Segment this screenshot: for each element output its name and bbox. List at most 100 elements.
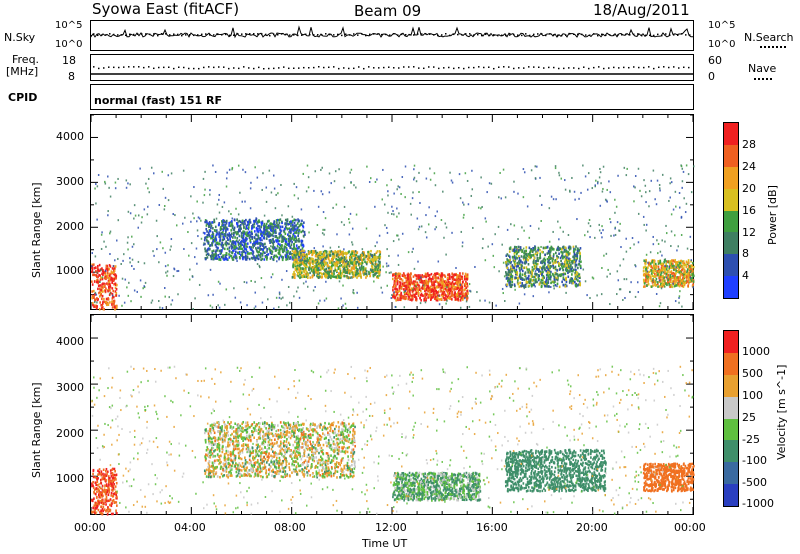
- station-title: Syowa East (fitACF): [92, 0, 240, 18]
- heatmap-cell: [445, 289, 448, 292]
- heatmap-cell: [550, 195, 553, 198]
- heatmap-cell: [242, 236, 245, 240]
- heatmap-cell: [442, 281, 445, 285]
- heatmap-cell: [211, 235, 214, 238]
- heatmap-cell: [429, 286, 432, 289]
- heatmap-cell: [407, 282, 410, 285]
- heatmap-cell: [530, 278, 532, 281]
- heatmap-cell: [113, 302, 115, 306]
- heatmap-cell: [297, 220, 300, 223]
- heatmap-cell: [281, 240, 283, 243]
- heatmap-cell: [511, 264, 514, 267]
- heatmap-cell: [231, 224, 234, 228]
- heatmap-cell: [241, 237, 244, 240]
- heatmap-cell: [512, 259, 515, 262]
- heatmap-cell: [319, 265, 322, 268]
- heatmap-cell: [353, 254, 355, 257]
- heatmap-cell: [377, 276, 380, 280]
- heatmap-cell: [115, 306, 118, 309]
- heatmap-cell: [294, 247, 297, 251]
- heatmap-cell: [397, 185, 399, 188]
- heatmap-cell: [260, 234, 263, 237]
- heatmap-cell: [462, 201, 464, 204]
- heatmap-cell: [288, 255, 290, 258]
- heatmap-cell: [454, 286, 456, 289]
- heatmap-cell: [294, 250, 296, 253]
- heatmap-cell: [365, 276, 367, 279]
- heatmap-cell: [229, 237, 231, 240]
- heatmap-cell: [91, 283, 94, 286]
- heatmap-cell: [283, 237, 286, 241]
- heatmap-cell: [257, 221, 259, 224]
- heatmap-cell: [215, 238, 218, 242]
- heatmap-cell: [528, 255, 530, 259]
- heatmap-cell: [289, 256, 292, 259]
- heatmap-cell: [578, 249, 581, 252]
- heatmap-cell: [300, 257, 302, 260]
- heatmap-cell: [655, 277, 658, 281]
- heatmap-cell: [692, 165, 695, 168]
- heatmap-cell: [317, 273, 320, 277]
- heatmap-cell: [450, 284, 453, 288]
- heatmap-cell: [292, 224, 294, 228]
- heatmap-cell: [153, 254, 155, 257]
- heatmap-cell: [297, 197, 299, 200]
- heatmap-cell: [285, 246, 288, 250]
- heatmap-cell: [438, 283, 440, 286]
- heatmap-cell: [296, 222, 299, 225]
- heatmap-cell: [456, 298, 459, 301]
- heatmap-cell: [400, 287, 403, 290]
- heatmap-cell: [253, 221, 256, 225]
- heatmap-cell: [287, 237, 290, 241]
- heatmap-cell: [565, 258, 568, 262]
- heatmap-cell: [455, 281, 458, 284]
- heatmap-cell: [400, 295, 403, 299]
- heatmap-cell: [252, 246, 254, 249]
- heatmap-cell: [409, 272, 412, 275]
- heatmap-cell: [544, 266, 546, 270]
- heatmap-cell: [563, 250, 566, 253]
- heatmap-cell: [291, 256, 294, 259]
- heatmap-cell: [108, 280, 111, 284]
- power-cb-tick-4: 4: [742, 269, 749, 282]
- heatmap-cell: [415, 274, 418, 277]
- heatmap-cell: [225, 244, 228, 247]
- heatmap-cell: [256, 234, 258, 237]
- heatmap-cell: [108, 282, 110, 286]
- nsky-tick-bottom: 10^0: [55, 39, 83, 50]
- heatmap-cell: [292, 264, 295, 267]
- heatmap-cell: [559, 256, 562, 260]
- heatmap-cell: [525, 266, 528, 269]
- heatmap-cell: [430, 290, 433, 293]
- heatmap-cell: [133, 204, 136, 207]
- heatmap-cell: [580, 260, 582, 263]
- heatmap-cell: [536, 259, 539, 262]
- heatmap-cell: [338, 253, 341, 257]
- heatmap-cell: [285, 238, 288, 241]
- heatmap-cell: [523, 293, 526, 296]
- heatmap-cell: [263, 228, 266, 232]
- heatmap-cell: [398, 289, 401, 293]
- heatmap-cell: [415, 277, 418, 281]
- heatmap-cell: [236, 218, 238, 221]
- heatmap-cell: [514, 288, 516, 291]
- heatmap-cell: [529, 248, 532, 252]
- heatmap-cell: [605, 252, 608, 255]
- heatmap-cell: [221, 238, 224, 241]
- heatmap-cell: [409, 294, 412, 297]
- heatmap-cell: [463, 278, 466, 281]
- heatmap-cell: [256, 249, 258, 253]
- heatmap-cell: [96, 264, 99, 268]
- heatmap-cell: [226, 258, 228, 261]
- heatmap-cell: [159, 306, 161, 309]
- heatmap-cell: [307, 258, 309, 262]
- heatmap-cell: [681, 167, 684, 170]
- heatmap-cell: [644, 260, 647, 263]
- heatmap-cell: [555, 272, 557, 275]
- heatmap-cell: [212, 249, 215, 253]
- heatmap-cell: [260, 230, 262, 233]
- heatmap-cell: [579, 252, 581, 255]
- heatmap-cell: [283, 248, 286, 252]
- heatmap-cell: [437, 290, 440, 293]
- heatmap-cell: [303, 249, 305, 253]
